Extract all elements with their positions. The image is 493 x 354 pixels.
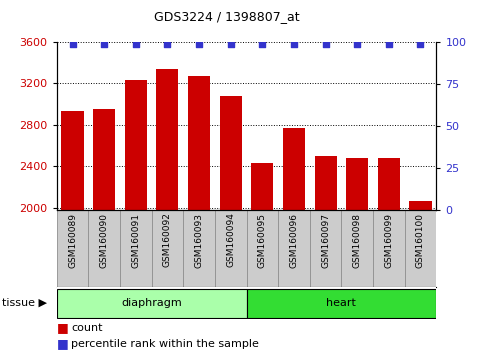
Bar — [62, 112, 84, 210]
Point — [417, 41, 424, 47]
Text: GSM160099: GSM160099 — [385, 212, 393, 268]
Text: GSM160093: GSM160093 — [195, 212, 204, 268]
Text: tissue ▶: tissue ▶ — [2, 298, 47, 308]
Text: ■: ■ — [57, 337, 69, 350]
Point — [195, 41, 203, 47]
Bar — [346, 158, 368, 210]
Text: GSM160095: GSM160095 — [258, 212, 267, 268]
Bar — [246, 289, 436, 318]
Text: GSM160100: GSM160100 — [416, 212, 425, 268]
Bar — [315, 156, 337, 210]
Bar — [120, 210, 152, 287]
Point — [69, 41, 76, 47]
Text: count: count — [71, 323, 103, 333]
Point — [164, 41, 172, 47]
Bar — [125, 80, 147, 210]
Bar — [219, 96, 242, 210]
Bar — [278, 210, 310, 287]
Bar — [215, 210, 246, 287]
Bar — [378, 158, 400, 210]
Text: GSM160098: GSM160098 — [352, 212, 362, 268]
Text: ■: ■ — [57, 321, 69, 335]
Point — [353, 41, 361, 47]
Bar — [310, 210, 341, 287]
Text: GSM160090: GSM160090 — [100, 212, 108, 268]
Text: GSM160091: GSM160091 — [131, 212, 141, 268]
Bar — [283, 128, 305, 210]
Bar — [156, 69, 178, 210]
Point — [227, 41, 235, 47]
Point — [132, 41, 140, 47]
Text: GSM160092: GSM160092 — [163, 212, 172, 267]
Point — [290, 41, 298, 47]
Point — [321, 41, 329, 47]
Text: diaphragm: diaphragm — [121, 298, 182, 308]
Bar — [405, 210, 436, 287]
Text: GSM160089: GSM160089 — [68, 212, 77, 268]
Bar — [373, 210, 405, 287]
Bar — [409, 201, 431, 210]
Bar — [188, 76, 210, 210]
Bar — [251, 163, 274, 210]
Point — [258, 41, 266, 47]
Bar — [57, 210, 88, 287]
Bar — [246, 210, 278, 287]
Bar — [88, 210, 120, 287]
Text: GSM160096: GSM160096 — [289, 212, 298, 268]
Bar — [93, 109, 115, 210]
Text: heart: heart — [326, 298, 356, 308]
Text: percentile rank within the sample: percentile rank within the sample — [71, 339, 259, 349]
Bar — [152, 210, 183, 287]
Text: GDS3224 / 1398807_at: GDS3224 / 1398807_at — [154, 10, 300, 23]
Bar — [57, 289, 246, 318]
Bar — [341, 210, 373, 287]
Text: GSM160094: GSM160094 — [226, 212, 235, 267]
Point — [385, 41, 393, 47]
Text: GSM160097: GSM160097 — [321, 212, 330, 268]
Bar — [183, 210, 215, 287]
Point — [100, 41, 108, 47]
